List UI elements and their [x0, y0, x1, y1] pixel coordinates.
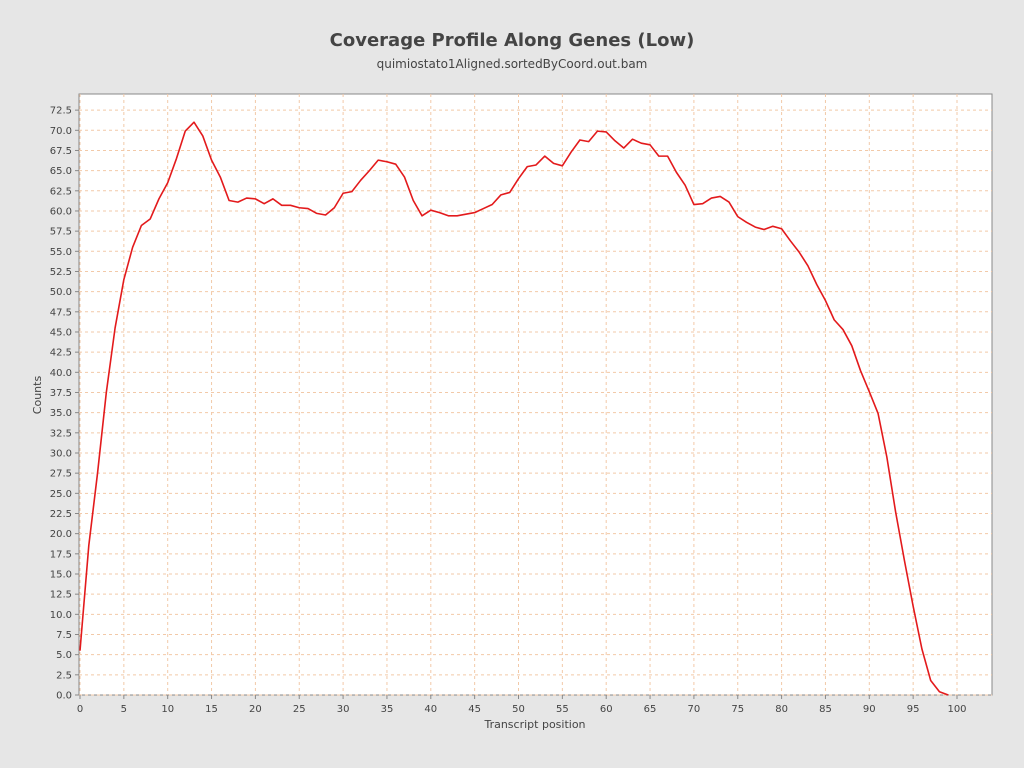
- y-tick-label: 20.0: [50, 529, 72, 540]
- axes: 0 5 10 15 20 25 30 35 40 45 50 55 60 65 70 75 80 85 90 95 10…: [50, 106, 967, 715]
- y-tick-label: 27.5: [50, 469, 72, 480]
- y-tick-label: 65.0: [50, 166, 72, 177]
- series-line-0: [79, 121, 949, 696]
- x-tick-label: 100: [947, 704, 966, 715]
- x-tick-label: 95: [907, 704, 920, 715]
- y-tick-label: 52.5: [50, 267, 72, 278]
- x-tick-label: 65: [644, 704, 657, 715]
- x-tick-label: 45: [468, 704, 481, 715]
- y-tick-label: 5.0: [56, 650, 72, 661]
- y-tick-label: 50.0: [50, 287, 72, 298]
- x-tick-label: 25: [293, 704, 306, 715]
- x-tick-label: 40: [424, 704, 437, 715]
- y-tick-label: 25.0: [50, 489, 72, 500]
- x-tick-label: 90: [863, 704, 876, 715]
- y-tick-label: 70.0: [50, 126, 72, 137]
- y-tick-label: 37.5: [50, 388, 72, 399]
- grid-lines: [79, 94, 992, 696]
- y-tick-label: 67.5: [50, 146, 72, 157]
- y-tick-label: 60.0: [50, 206, 72, 217]
- series-layer: [79, 121, 949, 696]
- x-tick-label: 55: [556, 704, 569, 715]
- x-tick-label: 10: [161, 704, 174, 715]
- x-tick-label: 20: [249, 704, 262, 715]
- x-tick-label: 85: [819, 704, 832, 715]
- x-tick-label: 60: [600, 704, 613, 715]
- x-tick-label: 80: [775, 704, 788, 715]
- y-tick-label: 55.0: [50, 247, 72, 258]
- y-tick-label: 0.0: [56, 691, 72, 702]
- y-tick-label: 35.0: [50, 408, 72, 419]
- y-tick-label: 30.0: [50, 448, 72, 459]
- chart-subtitle: quimiostato1Aligned.sortedByCoord.out.ba…: [376, 57, 648, 71]
- y-tick-label: 10.0: [50, 610, 72, 621]
- y-tick-label: 17.5: [50, 549, 72, 560]
- y-tick-label: 57.5: [50, 227, 72, 238]
- x-tick-label: 30: [337, 704, 350, 715]
- y-tick-label: 32.5: [50, 428, 72, 439]
- y-tick-label: 15.0: [50, 569, 72, 580]
- y-tick-label: 2.5: [56, 670, 72, 681]
- x-tick-label: 35: [381, 704, 394, 715]
- x-axis-label: Transcript position: [483, 718, 585, 731]
- y-tick-label: 22.5: [50, 509, 72, 520]
- x-tick-label: 70: [688, 704, 701, 715]
- x-tick-label: 50: [512, 704, 525, 715]
- plot-area: [78, 93, 993, 696]
- x-tick-label: 0: [77, 704, 83, 715]
- y-tick-label: 42.5: [50, 348, 72, 359]
- x-tick-label: 15: [205, 704, 218, 715]
- y-tick-label: 40.0: [50, 368, 72, 379]
- x-tick-label: 75: [731, 704, 744, 715]
- y-tick-label: 72.5: [50, 106, 72, 117]
- y-tick-label: 62.5: [50, 186, 72, 197]
- y-tick-label: 12.5: [50, 590, 72, 601]
- x-tick-label: 5: [121, 704, 127, 715]
- chart-title: Coverage Profile Along Genes (Low): [329, 30, 695, 51]
- y-tick-label: 47.5: [50, 307, 72, 318]
- y-tick-label: 45.0: [50, 327, 72, 338]
- y-tick-label: 7.5: [56, 630, 72, 641]
- y-axis-label: Counts: [31, 376, 44, 415]
